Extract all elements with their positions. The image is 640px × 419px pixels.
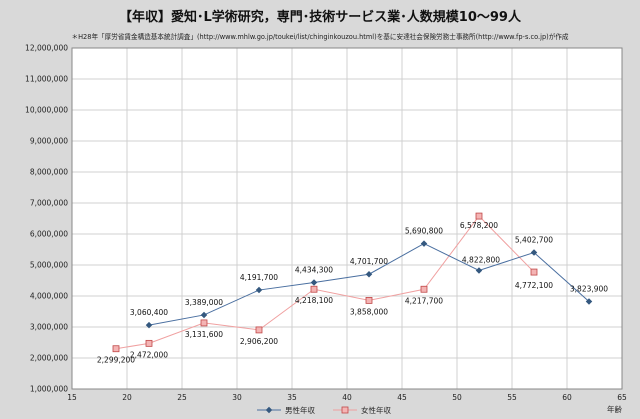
female-data-point: [310, 285, 318, 293]
plot-frame: [71, 47, 623, 390]
x-axis-label: 年齢: [607, 404, 622, 414]
female-data-point: [365, 297, 373, 304]
female-data-label: 2,299,200: [97, 356, 135, 365]
female-data-point: [420, 285, 428, 293]
male-data-label: 5,402,700: [515, 236, 553, 245]
y-tick-label: 12,000,000: [25, 44, 68, 53]
chart-source-note: ＊H28年「厚労省賃金構造基本統計調査」(http://www.mhlw.go.…: [71, 33, 569, 41]
female-data-label: 6,578,200: [460, 221, 498, 230]
x-tick-label: 50: [452, 393, 462, 402]
female-data-label: 2,906,200: [240, 337, 278, 346]
legend-male-label: 男性年収: [285, 405, 315, 415]
legend-male-marker: [265, 406, 273, 414]
y-tick-label: 8,000,000: [30, 168, 68, 177]
x-tick-label: 45: [397, 393, 407, 402]
y-tick-label: 5,000,000: [30, 261, 68, 270]
male-data-label: 4,701,700: [350, 257, 388, 266]
legend-female-label: 女性年収: [361, 405, 391, 415]
female-data-label: 4,218,100: [295, 296, 333, 305]
x-tick-label: 65: [617, 393, 627, 402]
female-data-point: [200, 319, 208, 327]
y-tick-label: 11,000,000: [25, 75, 68, 84]
female-data-point: [255, 326, 263, 334]
male-data-point: [420, 240, 428, 247]
female-data-point: [530, 268, 538, 276]
x-tick-label: 25: [177, 393, 187, 402]
female-data-point: [145, 339, 153, 347]
y-tick-label: 7,000,000: [30, 199, 68, 208]
female-data-label: 4,217,700: [405, 296, 443, 305]
male-data-label: 4,434,300: [295, 266, 333, 275]
male-data-point: [585, 298, 593, 305]
female-data-label: 3,858,000: [350, 307, 388, 316]
male-data-point: [255, 286, 263, 294]
x-tick-label: 20: [122, 393, 132, 402]
male-data-point: [475, 267, 483, 274]
x-tick-label: 30: [232, 393, 242, 402]
x-tick-label: 15: [67, 393, 77, 402]
male-data-label: 3,060,400: [130, 308, 168, 317]
male-data-label: 3,823,900: [570, 284, 608, 293]
male-data-point: [145, 321, 153, 329]
x-tick-label: 55: [507, 393, 517, 402]
male-data-label: 4,822,800: [462, 255, 500, 264]
female-data-label: 3,131,600: [185, 330, 223, 339]
male-data-label: 3,389,000: [185, 298, 223, 307]
female-data-point: [475, 212, 483, 220]
legend-female-marker: [341, 406, 349, 414]
y-tick-label: 2,000,000: [30, 354, 68, 363]
male-data-label: 5,690,800: [405, 227, 443, 236]
male-data-point: [365, 270, 373, 278]
y-tick-label: 3,000,000: [30, 323, 68, 332]
y-tick-label: 1,000,000: [30, 385, 68, 394]
male-data-point: [530, 249, 538, 256]
chart-title: 【年収】愛知･L学術研究，専門･技術サービス業･人数規模10～99人: [119, 10, 521, 25]
male-data-point: [310, 279, 318, 286]
y-tick-label: 9,000,000: [30, 137, 68, 146]
y-tick-label: 6,000,000: [30, 230, 68, 239]
x-tick-label: 35: [287, 393, 297, 402]
male-data-point: [200, 311, 208, 319]
male-data-label: 4,191,700: [240, 273, 278, 282]
female-data-label: 2,472,000: [130, 350, 168, 359]
x-tick-label: 60: [562, 393, 572, 402]
y-tick-label: 10,000,000: [25, 106, 68, 115]
female-data-point: [112, 345, 120, 353]
female-data-label: 4,772,100: [515, 281, 553, 290]
y-tick-label: 4,000,000: [30, 292, 68, 301]
x-tick-label: 40: [342, 393, 352, 402]
